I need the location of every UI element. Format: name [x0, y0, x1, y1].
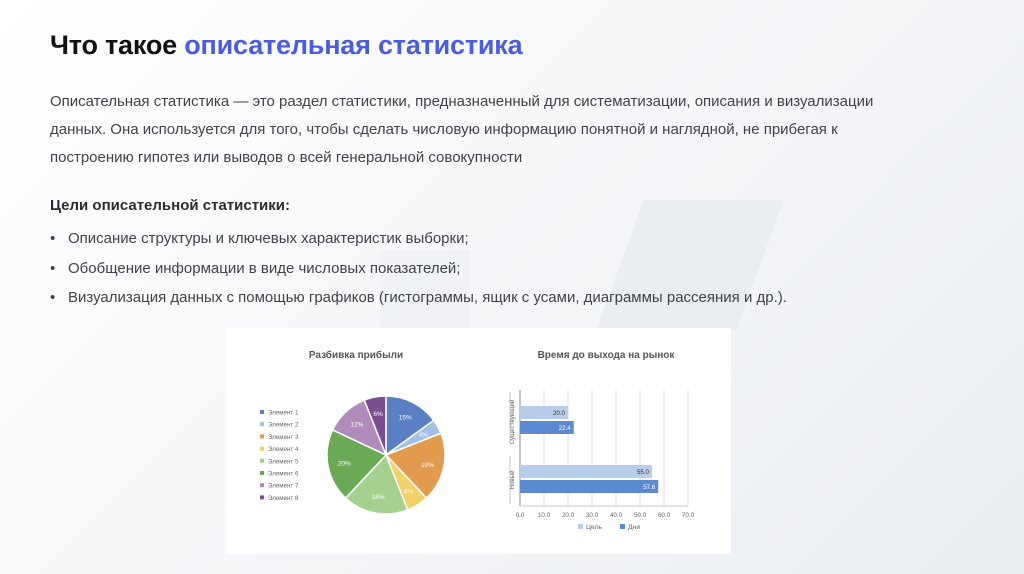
goal-item: Визуализация данных с помощью графиков (… — [50, 283, 787, 313]
pie-data-label: 6% — [373, 411, 383, 418]
bar-data-label: 20.0 — [553, 410, 566, 417]
bar — [520, 480, 659, 493]
pie-slices — [326, 395, 446, 515]
slide-title: Что такое описательная статистика — [50, 30, 523, 61]
pie-data-label: 20% — [338, 460, 351, 467]
pie-slice — [384, 432, 446, 500]
bar — [520, 421, 574, 434]
pie-slice — [344, 453, 409, 515]
pie-chart-title: Разбивка прибыли — [309, 349, 403, 361]
goals-heading: Цели описательной статистики: — [50, 197, 290, 214]
legend-label: Цель — [586, 524, 603, 531]
legend-swatch — [260, 446, 264, 451]
title-plain: Что такое — [50, 30, 185, 60]
charts-svg: Разбивка прибыли 15% 4% 19% 6% 18% 20% 12% 6% Э… — [260, 349, 695, 531]
legend-swatch — [260, 410, 264, 414]
bar-chart-title: Время до выхода на рынок — [538, 350, 676, 361]
bar-legend: Цель Дни — [578, 524, 640, 531]
bar-tick-labels: 0.0 10.0 20.0 30.0 40.0 50.0 60.0 70.0 — [516, 512, 695, 519]
pie-legend: Элемент 1 Элемент 2 Элемент 3 Элемент 4 Элем… — [260, 410, 299, 502]
bar — [520, 406, 568, 419]
x-tick-label: 20.0 — [562, 512, 575, 519]
legend-label: Элемент 8 — [268, 495, 299, 502]
legend-label: Элемент 5 — [268, 458, 299, 465]
x-tick-label: 30.0 — [586, 512, 599, 519]
legend-swatch — [578, 524, 583, 529]
x-tick-label: 10.0 — [538, 512, 551, 519]
pie-data-label: 12% — [350, 422, 363, 429]
x-tick-label: 60.0 — [658, 512, 671, 519]
pie-data-label: 15% — [399, 415, 412, 422]
goal-item: Обобщение информации в виде числовых пок… — [50, 254, 787, 284]
legend-swatch — [260, 471, 264, 475]
bar-data-label: 55.0 — [637, 469, 650, 476]
legend-label: Элемент 6 — [268, 471, 299, 478]
legend-label: Элемент 3 — [268, 434, 299, 441]
legend-swatch — [620, 524, 625, 529]
pie-data-label: 4% — [419, 432, 429, 439]
pie-data-label: 6% — [404, 488, 414, 495]
legend-label: Дни — [628, 524, 640, 531]
x-tick-label: 70.0 — [682, 512, 695, 519]
legend-swatch — [260, 458, 264, 463]
legend-swatch — [260, 434, 264, 439]
category-label: Существующий — [509, 399, 516, 444]
title-accent: описательная статистика — [184, 30, 523, 60]
intro-paragraph: Описательная статистика — это раздел ста… — [50, 93, 874, 166]
pie-slice — [326, 428, 388, 500]
legend-swatch — [260, 422, 264, 427]
pie-data-label: 18% — [372, 494, 385, 501]
charts-image: Разбивка прибыли 15% 4% 19% 6% 18% 20% 12% 6% Э… — [226, 328, 731, 554]
pie-labels: 15% 4% 19% 6% 18% 20% 12% 6% — [338, 411, 434, 501]
bar — [520, 465, 652, 478]
pie-slice — [385, 395, 435, 457]
x-tick-label: 40.0 — [610, 512, 623, 519]
legend-label: Элемент 7 — [268, 483, 299, 490]
legend-label: Элемент 1 — [268, 410, 299, 417]
pie-slice — [363, 395, 387, 456]
x-tick-label: 0.0 — [516, 512, 525, 519]
legend-label: Элемент 4 — [268, 446, 299, 453]
legend-swatch — [260, 483, 264, 488]
bar-data-label: 22.4 — [559, 425, 572, 432]
legend-swatch — [260, 495, 264, 500]
bar-data-label: 57.6 — [643, 484, 656, 491]
legend-label: Элемент 2 — [268, 422, 299, 429]
bar-bars: 20.0 22.4 55.0 57.6 — [520, 406, 659, 493]
goal-item: Описание структуры и ключевых характерис… — [50, 224, 787, 254]
x-tick-label: 50.0 — [634, 512, 647, 519]
pie-data-label: 19% — [421, 462, 434, 469]
category-label: Новый — [509, 470, 516, 490]
goals-list: Описание структуры и ключевых характерис… — [50, 224, 787, 313]
bar-category-labels: Существующий Новый — [509, 399, 516, 490]
